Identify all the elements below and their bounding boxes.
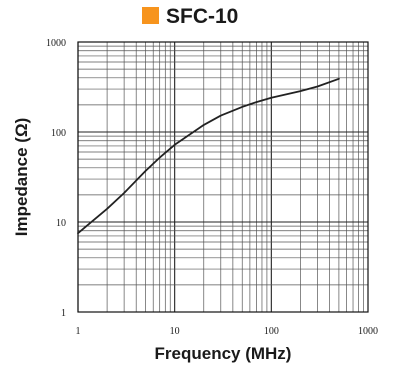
plot-frame [77,41,369,313]
plot-grid [77,42,368,313]
chart-title: SFC-10 [166,5,238,28]
x-tick-label: 1000 [358,326,378,337]
y-axis-label: Impedance (Ω) [12,118,31,237]
y-tick-label: 1000 [46,38,66,49]
series-group [77,77,340,235]
x-tick-label: 10 [170,326,180,337]
y-tick-label: 1 [61,308,66,319]
tick-labels: 1 10 100 1000 1 10 100 1000 [46,38,378,337]
y-tick-label: 100 [51,128,66,139]
y-tick-label: 10 [56,218,66,229]
legend-swatch [142,7,159,24]
series-line-sfc-10 [77,77,340,235]
x-tick-label: 100 [264,326,279,337]
x-tick-label: 1 [76,326,81,337]
x-axis-label: Frequency (MHz) [155,344,292,363]
